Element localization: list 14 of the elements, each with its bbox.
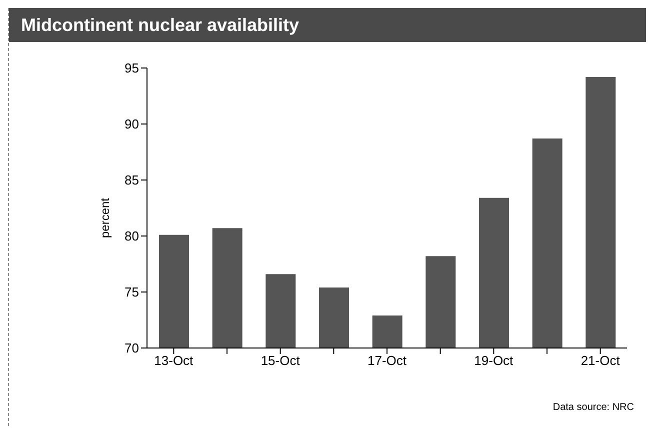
chart-title: Midcontinent nuclear availability [9,8,646,42]
x-tick-label: 19-Oct [474,353,514,368]
source-note: Data source: NRC [552,402,634,413]
y-tick-label: 70 [124,340,139,356]
y-tick-label: 90 [124,116,139,132]
x-tick-label: 21-Oct [580,353,620,368]
y-tick-label: 85 [124,172,139,188]
x-tick-label: 15-Oct [260,353,300,368]
y-tick-label: 75 [124,284,139,300]
y-tick-label: 80 [124,228,139,244]
x-tick-label: 13-Oct [154,353,194,368]
x-tick-label: 17-Oct [367,353,407,368]
y-axis-title: percent [98,198,112,238]
y-tick-label: 95 [124,60,139,76]
